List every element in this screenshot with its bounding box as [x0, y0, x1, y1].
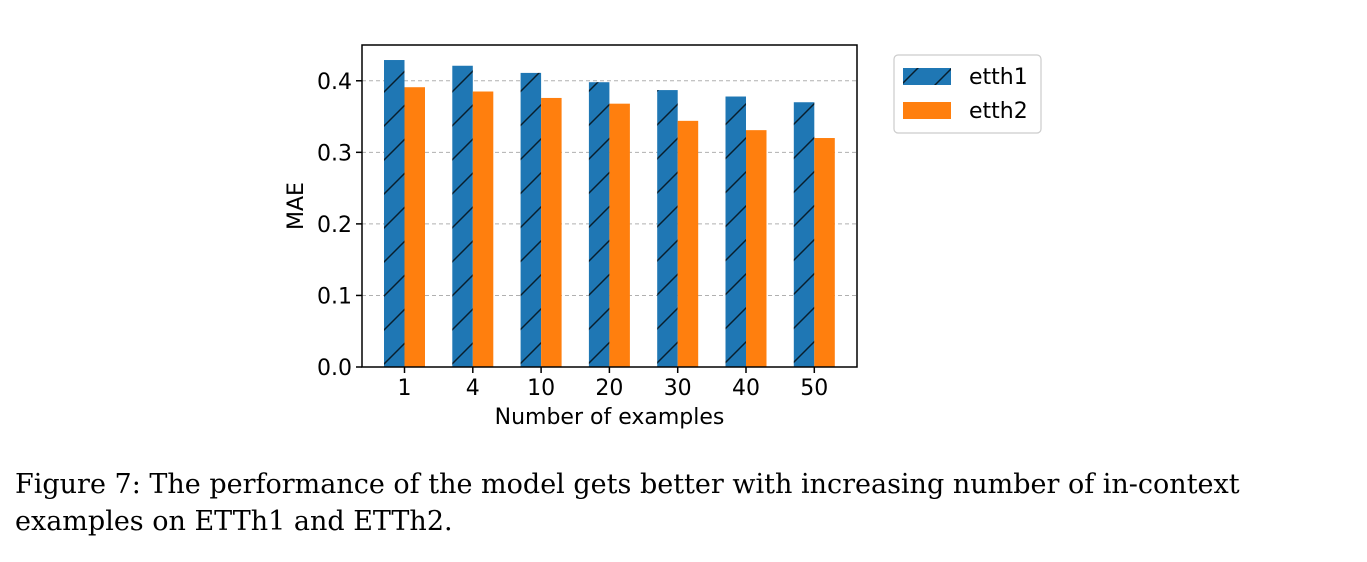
- y-axis-label: MAE: [284, 182, 309, 230]
- x-tick-label-1: 4: [466, 376, 480, 401]
- axis-ticks: 0.0 0.1 0.2 0.3 0.4 1 4 10 20 30 40 50: [317, 70, 828, 401]
- bar-etth2-50: [814, 138, 835, 367]
- x-axis-label: Number of examples: [495, 405, 725, 430]
- bar-hatch-etth1-20: [588, 82, 610, 367]
- x-tick-label-6: 50: [800, 376, 828, 401]
- x-tick-label-5: 40: [732, 376, 760, 401]
- y-tick-label-3: 0.3: [317, 141, 352, 166]
- x-tick-label-4: 30: [664, 376, 692, 401]
- bar-etth2-10: [541, 97, 562, 367]
- bar-hatch-etth1-1: [384, 60, 405, 367]
- figure-caption: Figure 7: The performance of the model g…: [15, 469, 1240, 537]
- x-tick-label-0: 1: [398, 376, 412, 401]
- bar-etth2-20: [609, 103, 630, 368]
- legend-swatch-etth1-hatch: [903, 68, 951, 85]
- chart: 0.0 0.1 0.2 0.3 0.4 1 4 10 20 30 40 50 Number of ex…: [284, 44, 1042, 430]
- bar-hatch-etth1-4: [452, 65, 473, 368]
- bar-etth2-40: [746, 130, 767, 367]
- y-tick-label-0: 0.0: [317, 356, 352, 381]
- legend-label-etth2: etth2: [969, 99, 1028, 124]
- y-tick-label-2: 0.2: [317, 213, 352, 238]
- bar-hatch-etth1-10: [520, 72, 542, 367]
- x-tick-label-2: 10: [527, 376, 555, 401]
- bar-etth2-30: [677, 120, 699, 367]
- y-tick-label-4: 0.4: [317, 70, 352, 95]
- bar-hatch-etth1-50: [793, 102, 815, 367]
- legend: etth1 etth2: [893, 54, 1042, 134]
- bar-etth2-1: [404, 87, 425, 368]
- legend-label-etth1: etth1: [969, 65, 1028, 90]
- x-tick-label-3: 20: [595, 376, 623, 401]
- bar-hatch-etth1-30: [657, 90, 678, 367]
- bars: [384, 60, 835, 368]
- bar-etth2-4: [472, 91, 494, 367]
- y-tick-label-1: 0.1: [317, 284, 352, 309]
- bar-hatch-etth1-40: [725, 96, 746, 368]
- legend-swatch-etth2: [903, 102, 951, 119]
